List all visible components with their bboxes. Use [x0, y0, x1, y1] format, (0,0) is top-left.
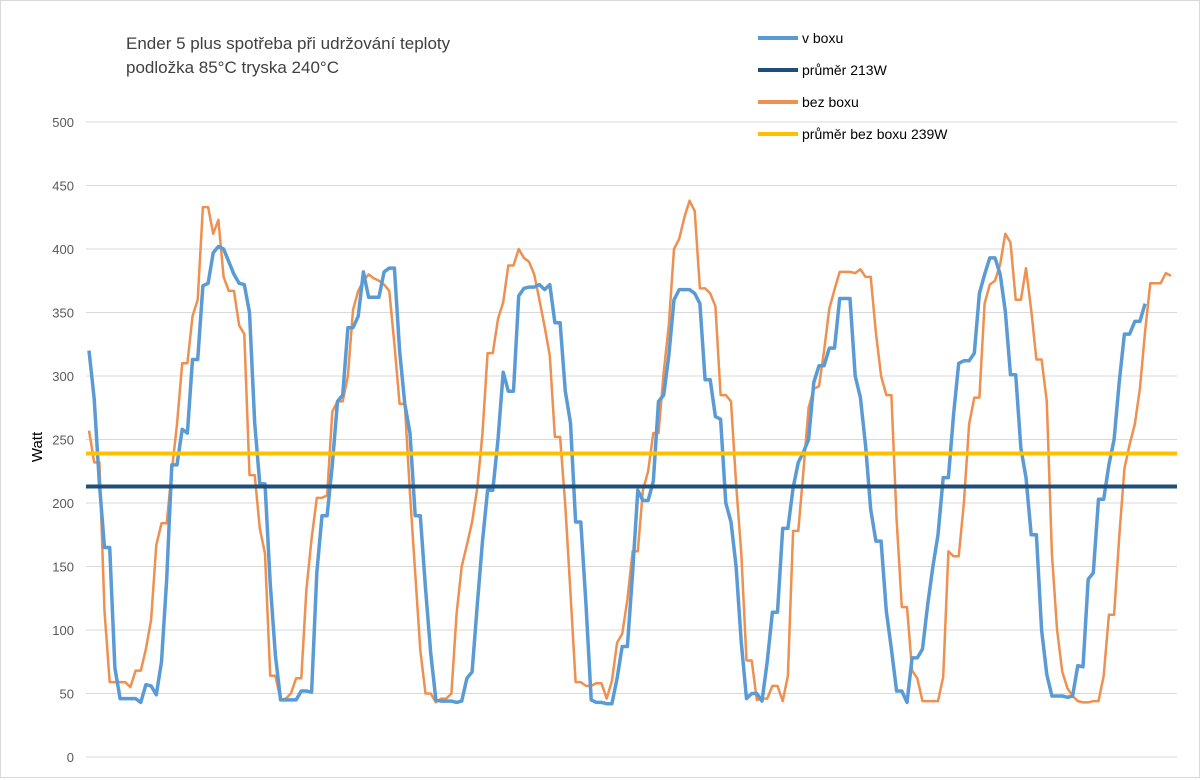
series-lines — [86, 199, 1177, 706]
legend-label: v boxu — [802, 30, 843, 46]
y-tick-label: 450 — [52, 179, 74, 194]
series-line — [87, 244, 1147, 706]
y-tick-label: 200 — [52, 496, 74, 511]
y-tick-label: 0 — [67, 750, 74, 765]
chart-title: Ender 5 plus spotřeba při udržování tepl… — [126, 34, 451, 77]
y-axis-label: Watt — [29, 431, 46, 462]
legend-label: bez boxu — [802, 94, 859, 110]
gridlines — [86, 121, 1177, 758]
y-tick-label: 400 — [52, 242, 74, 257]
y-axis-ticks: 0 50 100 150 200 250 300 350 400 450 500 — [52, 115, 74, 765]
legend-label: průměr 213W — [802, 62, 888, 78]
y-tick-label: 150 — [52, 560, 74, 575]
y-tick-label: 350 — [52, 306, 74, 321]
y-tick-label: 500 — [52, 115, 74, 130]
legend-label: průměr bez boxu 239W — [802, 126, 948, 142]
y-tick-label: 50 — [60, 687, 74, 702]
y-tick-label: 300 — [52, 369, 74, 384]
legend: v boxu průměr 213W bez boxu průměr bez boxu… — [758, 30, 948, 142]
chart-title-line-1: Ender 5 plus spotřeba při udržování tepl… — [126, 34, 451, 53]
series-line — [87, 199, 1172, 704]
y-tick-label: 250 — [52, 433, 74, 448]
chart-title-line-2: podložka 85°C tryska 240°C — [126, 58, 339, 77]
y-tick-label: 100 — [52, 623, 74, 638]
